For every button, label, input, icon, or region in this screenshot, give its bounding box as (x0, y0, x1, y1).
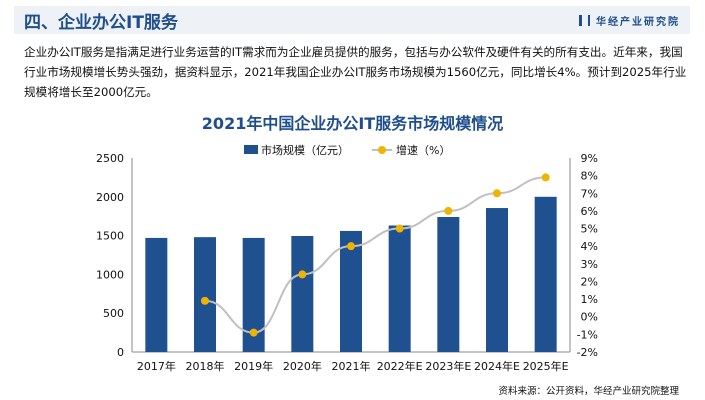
y-right-tick: 8% (581, 170, 598, 183)
y-right-tick: 4% (581, 240, 598, 253)
legend-bar-label: 市场规模（亿元） (261, 143, 349, 157)
growth-point (249, 328, 258, 337)
growth-point (493, 189, 501, 198)
bar (242, 237, 265, 352)
growth-line (204, 176, 546, 334)
bar (291, 235, 314, 352)
x-tick: 2025年E (523, 359, 569, 373)
growth-point (347, 242, 355, 251)
growth-point (395, 224, 404, 233)
bar (388, 225, 411, 352)
bar (194, 237, 216, 352)
y-left-tick: 1500 (96, 230, 124, 243)
legend-line-label: 增速（%） (396, 143, 450, 157)
y-right-tick: 1% (581, 293, 598, 306)
x-tick: 2023年E (425, 359, 471, 373)
legend-bar-swatch (244, 145, 258, 154)
x-tick: 2021年 (332, 359, 371, 373)
bar (145, 237, 168, 352)
y-right-tick: 2% (581, 275, 598, 288)
growth-point (541, 173, 550, 182)
y-right-tick: 9% (581, 152, 598, 165)
y-right-tick: -1% (577, 328, 598, 341)
brand-icon (579, 15, 590, 26)
section-title: 四、企业办公IT服务 (24, 13, 178, 33)
source-note: 资料来源：公开资料，华经产业研究院整理 (498, 386, 679, 397)
y-left-tick: 1000 (96, 268, 124, 281)
intro-paragraph: 企业办公IT服务是指满足进行业务运营的IT需求而为企业雇员提供的服务，包括与办公… (24, 45, 687, 99)
bar (437, 216, 460, 352)
x-tick: 2024年E (474, 359, 520, 373)
brand-logo: 华经产业研究院 (579, 13, 680, 28)
growth-point (298, 270, 307, 279)
y-right-tick: 6% (581, 205, 598, 218)
y-right-tick: 3% (581, 258, 598, 271)
growth-point (201, 296, 209, 305)
x-tick: 2017年 (137, 359, 176, 373)
chart-title: 2021年中国企业办公IT服务市场规模情况 (201, 114, 504, 133)
legend-line-marker (378, 146, 386, 154)
y-left-tick: 500 (103, 307, 124, 320)
x-tick: 2018年 (186, 359, 225, 373)
brand-name: 华经产业研究院 (596, 17, 680, 28)
bar (340, 230, 362, 352)
bar (534, 196, 557, 352)
y-left-tick: 2500 (96, 152, 124, 165)
y-left-tick: 0 (117, 346, 124, 359)
growth-point (444, 206, 453, 215)
bar (486, 208, 508, 352)
y-right-tick: 5% (581, 223, 598, 236)
y-right-tick: 0% (581, 311, 598, 324)
x-tick: 2022年E (377, 359, 423, 373)
x-tick: 2020年 (283, 359, 322, 373)
y-right-tick: 7% (581, 187, 598, 200)
x-tick: 2019年 (234, 359, 273, 373)
header-bar: 四、企业办公IT服务 华经产业研究院 (14, 6, 690, 34)
y-left-tick: 2000 (96, 191, 124, 204)
y-right-tick: -2% (577, 346, 598, 359)
